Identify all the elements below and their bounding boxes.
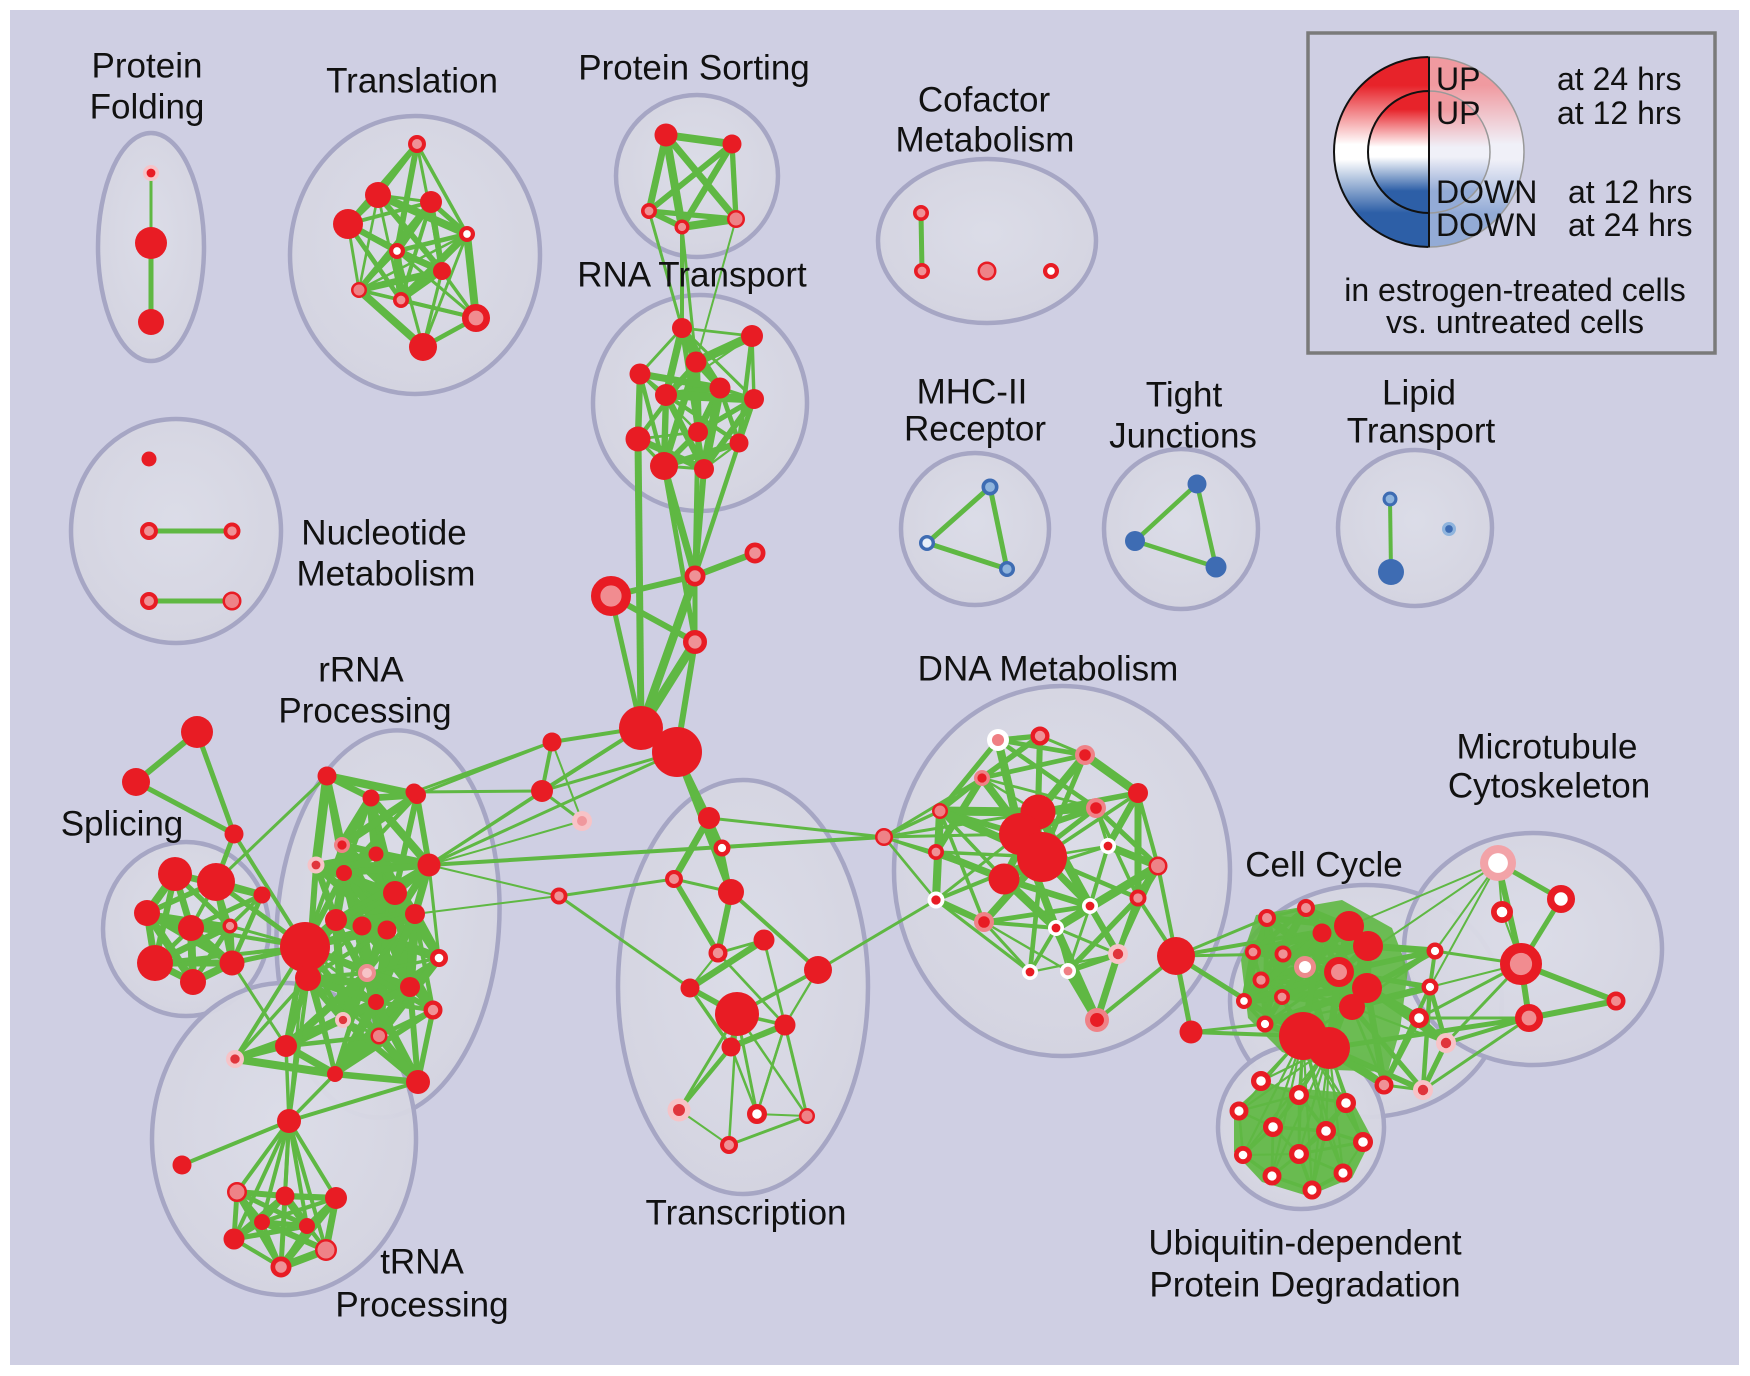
svg-text:at 24 hrs: at 24 hrs [1568, 207, 1693, 243]
svg-text:Junctions: Junctions [1109, 416, 1257, 455]
svg-text:Tight: Tight [1146, 375, 1223, 414]
svg-text:Transcription: Transcription [646, 1193, 847, 1232]
svg-text:Lipid: Lipid [1382, 373, 1456, 412]
svg-text:tRNA: tRNA [380, 1242, 464, 1281]
svg-text:MHC-II: MHC-II [917, 372, 1028, 411]
svg-text:Protein Sorting: Protein Sorting [578, 48, 810, 87]
svg-text:UP: UP [1436, 95, 1480, 131]
svg-text:Cell Cycle: Cell Cycle [1245, 845, 1403, 884]
svg-text:at 12 hrs: at 12 hrs [1568, 174, 1693, 210]
svg-text:at 24 hrs: at 24 hrs [1557, 61, 1682, 97]
svg-text:Cytoskeleton: Cytoskeleton [1448, 766, 1650, 805]
svg-text:DOWN: DOWN [1436, 207, 1537, 243]
svg-text:Transport: Transport [1347, 411, 1496, 450]
svg-text:Translation: Translation [326, 61, 498, 100]
svg-text:DOWN: DOWN [1436, 174, 1537, 210]
svg-text:in estrogen-treated cells: in estrogen-treated cells [1344, 272, 1686, 308]
svg-text:Nucleotide: Nucleotide [301, 513, 466, 552]
svg-text:Processing: Processing [278, 691, 451, 730]
svg-text:Protein Degradation: Protein Degradation [1149, 1265, 1460, 1304]
svg-text:DNA Metabolism: DNA Metabolism [918, 649, 1179, 688]
svg-text:rRNA: rRNA [318, 650, 404, 689]
svg-text:Protein: Protein [92, 46, 203, 85]
svg-text:Microtubule: Microtubule [1457, 727, 1638, 766]
svg-text:Receptor: Receptor [904, 409, 1046, 448]
svg-text:Cofactor: Cofactor [918, 80, 1051, 119]
svg-text:UP: UP [1436, 61, 1480, 97]
svg-text:Metabolism: Metabolism [896, 120, 1075, 159]
svg-text:Metabolism: Metabolism [297, 554, 476, 593]
svg-text:RNA Transport: RNA Transport [577, 255, 807, 294]
svg-text:at 12 hrs: at 12 hrs [1557, 95, 1682, 131]
svg-text:Folding: Folding [90, 87, 205, 126]
svg-text:Processing: Processing [335, 1285, 508, 1324]
svg-text:Ubiquitin-dependent: Ubiquitin-dependent [1148, 1223, 1462, 1262]
svg-text:vs. untreated cells: vs. untreated cells [1386, 304, 1644, 340]
svg-text:Splicing: Splicing [61, 804, 184, 843]
